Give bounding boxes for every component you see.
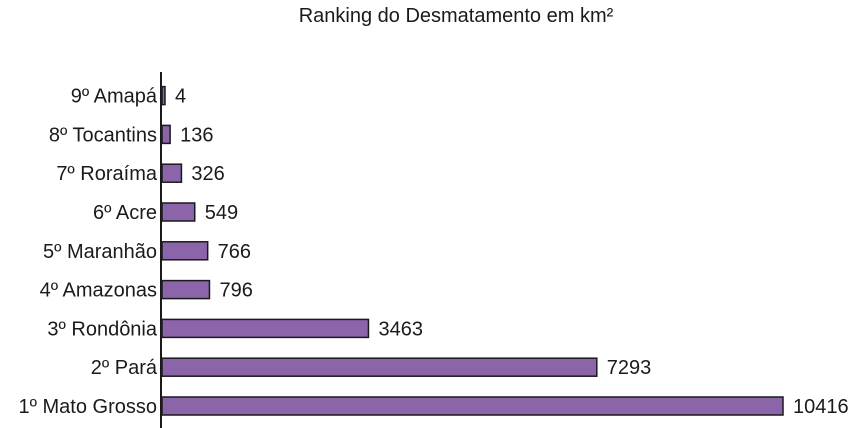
bar-9	[161, 85, 166, 106]
bars-group	[161, 85, 784, 416]
value-label-8: 136	[180, 124, 213, 146]
category-labels: 1º Mato Grosso 2º Pará 3º Rondônia 4º Amazo…	[19, 86, 158, 418]
bar-8	[161, 124, 171, 145]
value-label-1: 10416	[793, 396, 849, 418]
value-label-5: 766	[218, 241, 251, 263]
value-label-9: 4	[175, 86, 186, 108]
value-label-3: 3463	[378, 318, 423, 340]
chart-title: Ranking do Desmatamento em km²	[299, 5, 614, 27]
category-label-8: 8º Tocantins	[49, 124, 157, 146]
category-label-5: 5º Maranhão	[43, 241, 157, 263]
value-label-6: 549	[205, 202, 238, 224]
value-label-2: 7293	[607, 357, 652, 379]
bar-3	[161, 318, 370, 339]
bar-6	[161, 202, 196, 222]
bar-4	[161, 279, 211, 300]
category-label-4: 4º Amazonas	[40, 280, 157, 302]
category-label-1: 1º Mato Grosso	[19, 396, 157, 418]
bar-5	[161, 241, 209, 261]
category-label-3: 3º Rondônia	[47, 318, 157, 340]
value-labels: 10416 7293 3463 796 766 549 326 136 4	[175, 86, 849, 418]
bar-7	[161, 163, 183, 183]
value-label-4: 796	[219, 280, 252, 302]
category-label-2: 2º Pará	[91, 357, 158, 379]
bar-1	[161, 396, 784, 416]
bar-2	[161, 357, 598, 377]
category-label-9: 9º Amapá	[71, 86, 158, 108]
value-label-7: 326	[191, 163, 224, 185]
category-label-6: 6º Acre	[93, 202, 157, 224]
category-label-7: 7º Roraíma	[56, 163, 158, 185]
